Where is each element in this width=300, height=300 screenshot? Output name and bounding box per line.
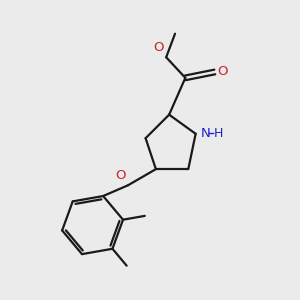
Text: O: O (218, 65, 228, 79)
Text: N: N (201, 127, 211, 140)
Text: H: H (214, 127, 223, 140)
Text: O: O (115, 169, 126, 182)
Text: O: O (153, 41, 164, 54)
